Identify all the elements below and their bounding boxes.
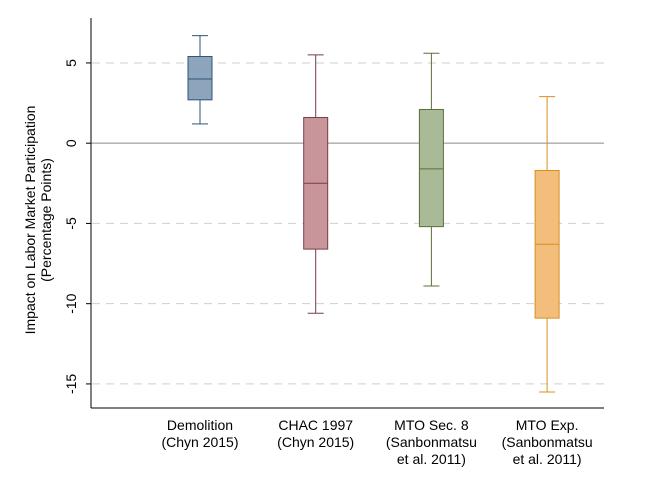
x-category-label: MTO Exp. (Sanbonmatsu et al. 2011)	[502, 417, 593, 467]
x-category-label: CHAC 1997 (Chyn 2015)	[277, 417, 354, 450]
x-category-label: Demolition (Chyn 2015)	[161, 417, 238, 450]
y-tick-label: 5	[63, 59, 79, 67]
x-category-label-line: MTO Exp.	[516, 417, 579, 433]
x-category-label-line: MTO Sec. 8	[394, 417, 469, 433]
y-tick-label: -15	[63, 374, 79, 394]
x-category-label-line: Demolition	[167, 417, 233, 433]
y-tick-label: -10	[63, 293, 79, 313]
iqr-box	[418, 108, 444, 228]
box-plot-4	[534, 96, 560, 393]
x-category-label-line: et al. 2011)	[397, 451, 466, 467]
grid-lines	[92, 62, 604, 385]
x-category-label-line: (Sanbonmatsu	[502, 434, 593, 450]
x-category-label-line: (Chyn 2015)	[277, 434, 354, 450]
y-axis-title-line: (Percentage Points)	[38, 158, 54, 282]
y-tick-label: -5	[63, 217, 79, 230]
y-axis-title: Impact on Labor Market Participation(Per…	[22, 106, 54, 335]
x-category-label-line: (Chyn 2015)	[161, 434, 238, 450]
x-category-label-line: (Sanbonmatsu	[386, 434, 477, 450]
box-plot-3	[418, 52, 444, 287]
y-tick-label: 0	[63, 139, 79, 147]
box-plot-1	[187, 35, 213, 125]
axes	[86, 18, 604, 409]
x-category-label-line: et al. 2011)	[513, 451, 582, 467]
box-plot-2	[303, 54, 329, 314]
box-plots	[187, 35, 560, 393]
x-category-label: MTO Sec. 8 (Sanbonmatsu et al. 2011)	[386, 417, 477, 467]
x-category-label-line: CHAC 1997	[278, 417, 353, 433]
iqr-box	[187, 56, 213, 101]
y-axis-title-line: Impact on Labor Market Participation	[22, 106, 38, 335]
